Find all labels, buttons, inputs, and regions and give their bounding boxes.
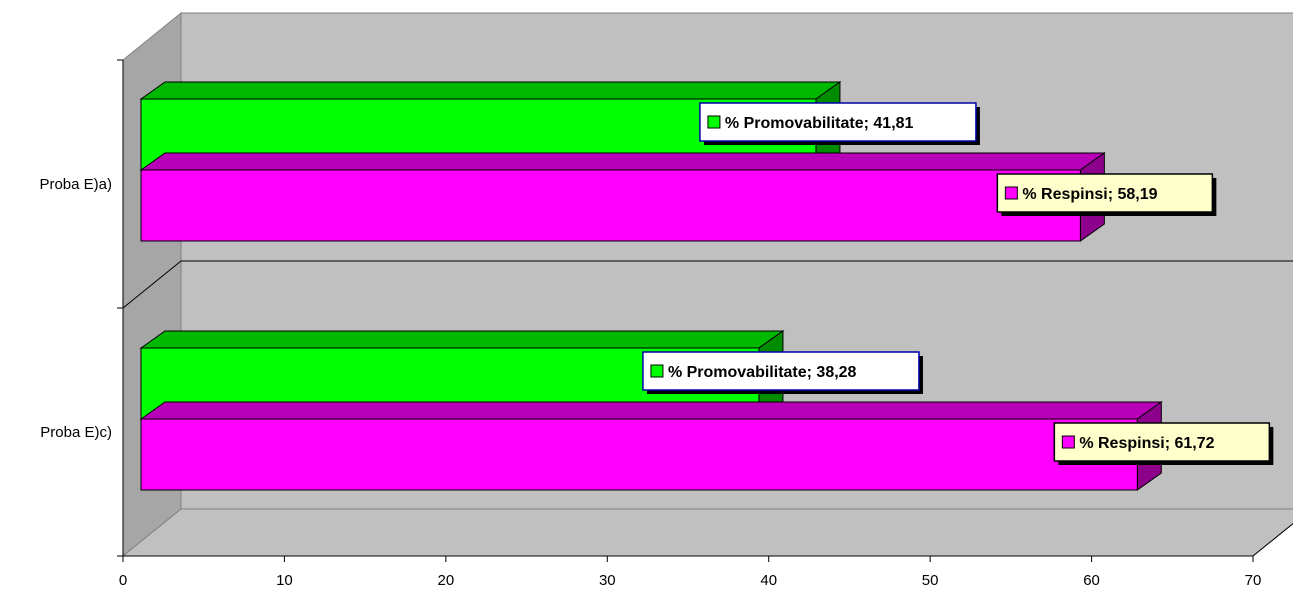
legend-key-icon	[707, 115, 721, 129]
bar-top-face	[139, 152, 1106, 171]
bar-top-face	[139, 330, 785, 349]
x-tick-label: 50	[922, 572, 939, 589]
x-tick-label: 20	[438, 572, 455, 589]
bar-1-2	[139, 152, 1106, 242]
x-tick-label: 30	[599, 572, 616, 589]
data-label-text: % Promovabilitate; 38,28	[668, 364, 857, 381]
data-label-box	[1053, 422, 1271, 462]
data-label-text: % Promovabilitate; 41,81	[725, 115, 914, 132]
category-label: Proba E)a)	[39, 176, 112, 193]
data-label: % Respinsi; 58,19	[996, 173, 1217, 216]
bar-2-2	[139, 401, 1163, 491]
x-axis-end-line	[1252, 522, 1293, 557]
chart-axes: 0 10 20 30 40 50 60 70 Proba E)a) Proba E)c)	[39, 59, 1293, 589]
data-label-box	[642, 351, 920, 391]
bar-top-face	[139, 401, 1163, 420]
x-tick-label: 40	[760, 572, 777, 589]
bar-front-face	[140, 418, 1138, 491]
x-tick-label: 60	[1083, 572, 1100, 589]
data-label-text: % Respinsi; 58,19	[1022, 186, 1157, 203]
legend-key-icon	[1061, 435, 1075, 449]
legend-key-icon	[650, 364, 664, 378]
chart-data-labels: % Promovabilitate; 41,81 % Respinsi; 58,1…	[642, 102, 1274, 465]
x-tick-label: 70	[1245, 572, 1262, 589]
bar-front-face	[140, 169, 1081, 242]
data-label-box	[699, 102, 977, 142]
legend-key-icon	[1004, 186, 1018, 200]
data-label: % Promovabilitate; 41,81	[699, 102, 980, 145]
data-label-box	[996, 173, 1214, 213]
data-label: % Respinsi; 61,72	[1053, 422, 1274, 465]
category-label: Proba E)c)	[40, 424, 112, 441]
data-label: % Promovabilitate; 38,28	[642, 351, 923, 394]
bar-top-face	[139, 81, 842, 100]
x-tick-label: 10	[276, 572, 293, 589]
floor	[121, 508, 1293, 557]
category-gridline-side	[122, 260, 182, 309]
data-label-text: % Respinsi; 61,72	[1079, 435, 1214, 452]
x-tick-label: 0	[119, 572, 127, 589]
